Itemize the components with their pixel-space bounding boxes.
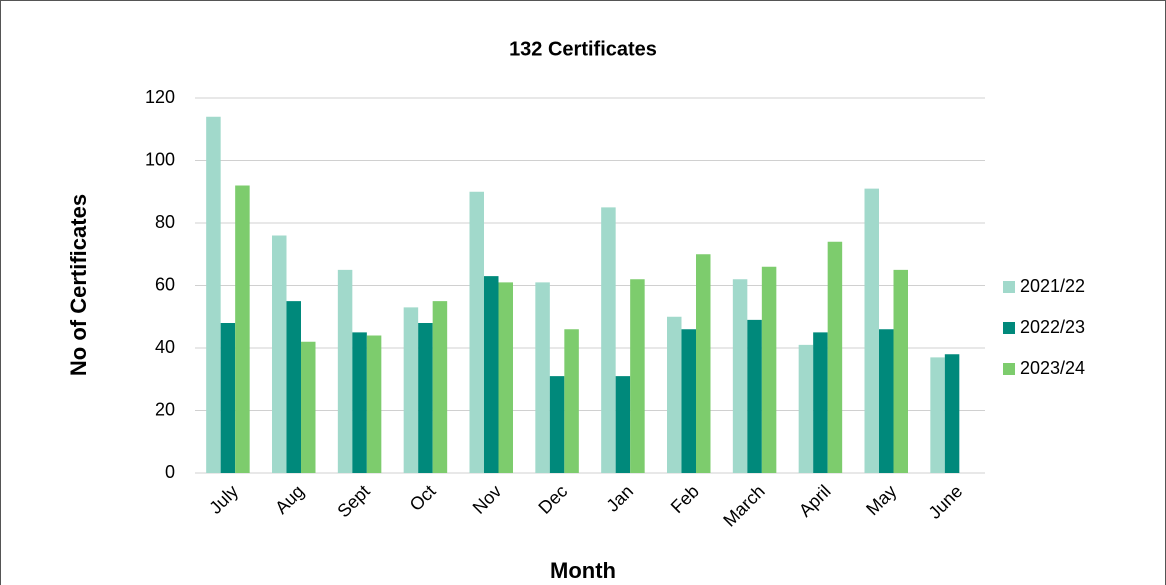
bar: [418, 323, 433, 473]
chart-title: 132 Certificates: [509, 38, 657, 60]
y-tick-label: 80: [155, 212, 175, 232]
bar: [206, 116, 221, 473]
bar: [535, 282, 550, 473]
bar: [469, 191, 484, 473]
bar: [564, 329, 579, 473]
bar: [696, 254, 711, 473]
bar: [301, 341, 316, 473]
bar: [864, 188, 879, 473]
bar: [432, 301, 448, 473]
legend-label: 2021/22: [1020, 276, 1085, 296]
y-tick-label: 60: [155, 274, 175, 294]
bar: [681, 329, 696, 473]
legend-swatch: [1003, 363, 1015, 375]
bar: [747, 319, 762, 473]
legend-label: 2022/23: [1020, 317, 1085, 337]
bar: [732, 279, 748, 473]
bar: [337, 269, 353, 473]
y-axis-label: No of Certificates: [66, 194, 91, 376]
bar: [667, 316, 682, 473]
legend-label: 2023/24: [1020, 358, 1085, 378]
bar: [498, 282, 513, 473]
bar: [813, 332, 828, 473]
bar: [630, 279, 645, 473]
bar: [879, 329, 894, 473]
bar: [235, 185, 250, 473]
legend-swatch: [1003, 281, 1015, 293]
bar: [944, 354, 960, 473]
y-tick-label: 0: [165, 462, 175, 482]
y-tick-label: 100: [145, 149, 175, 169]
bar: [761, 266, 777, 473]
legend-swatch: [1003, 322, 1015, 334]
bar: [615, 376, 631, 473]
bar: [220, 323, 236, 473]
bar: [352, 332, 367, 473]
x-axis-label: Month: [550, 558, 616, 583]
bar: [549, 376, 565, 473]
bar: [827, 241, 843, 473]
bar: [484, 276, 499, 473]
bar: [930, 357, 945, 473]
bar: [403, 307, 419, 473]
bar: [893, 269, 908, 473]
y-tick-label: 20: [155, 399, 175, 419]
bar: [798, 344, 814, 473]
y-tick-label: 40: [155, 337, 175, 357]
y-tick-label: 120: [145, 87, 175, 107]
bar: [366, 335, 382, 473]
bar: [272, 235, 287, 473]
bar: [286, 301, 301, 473]
bar: [601, 207, 616, 473]
